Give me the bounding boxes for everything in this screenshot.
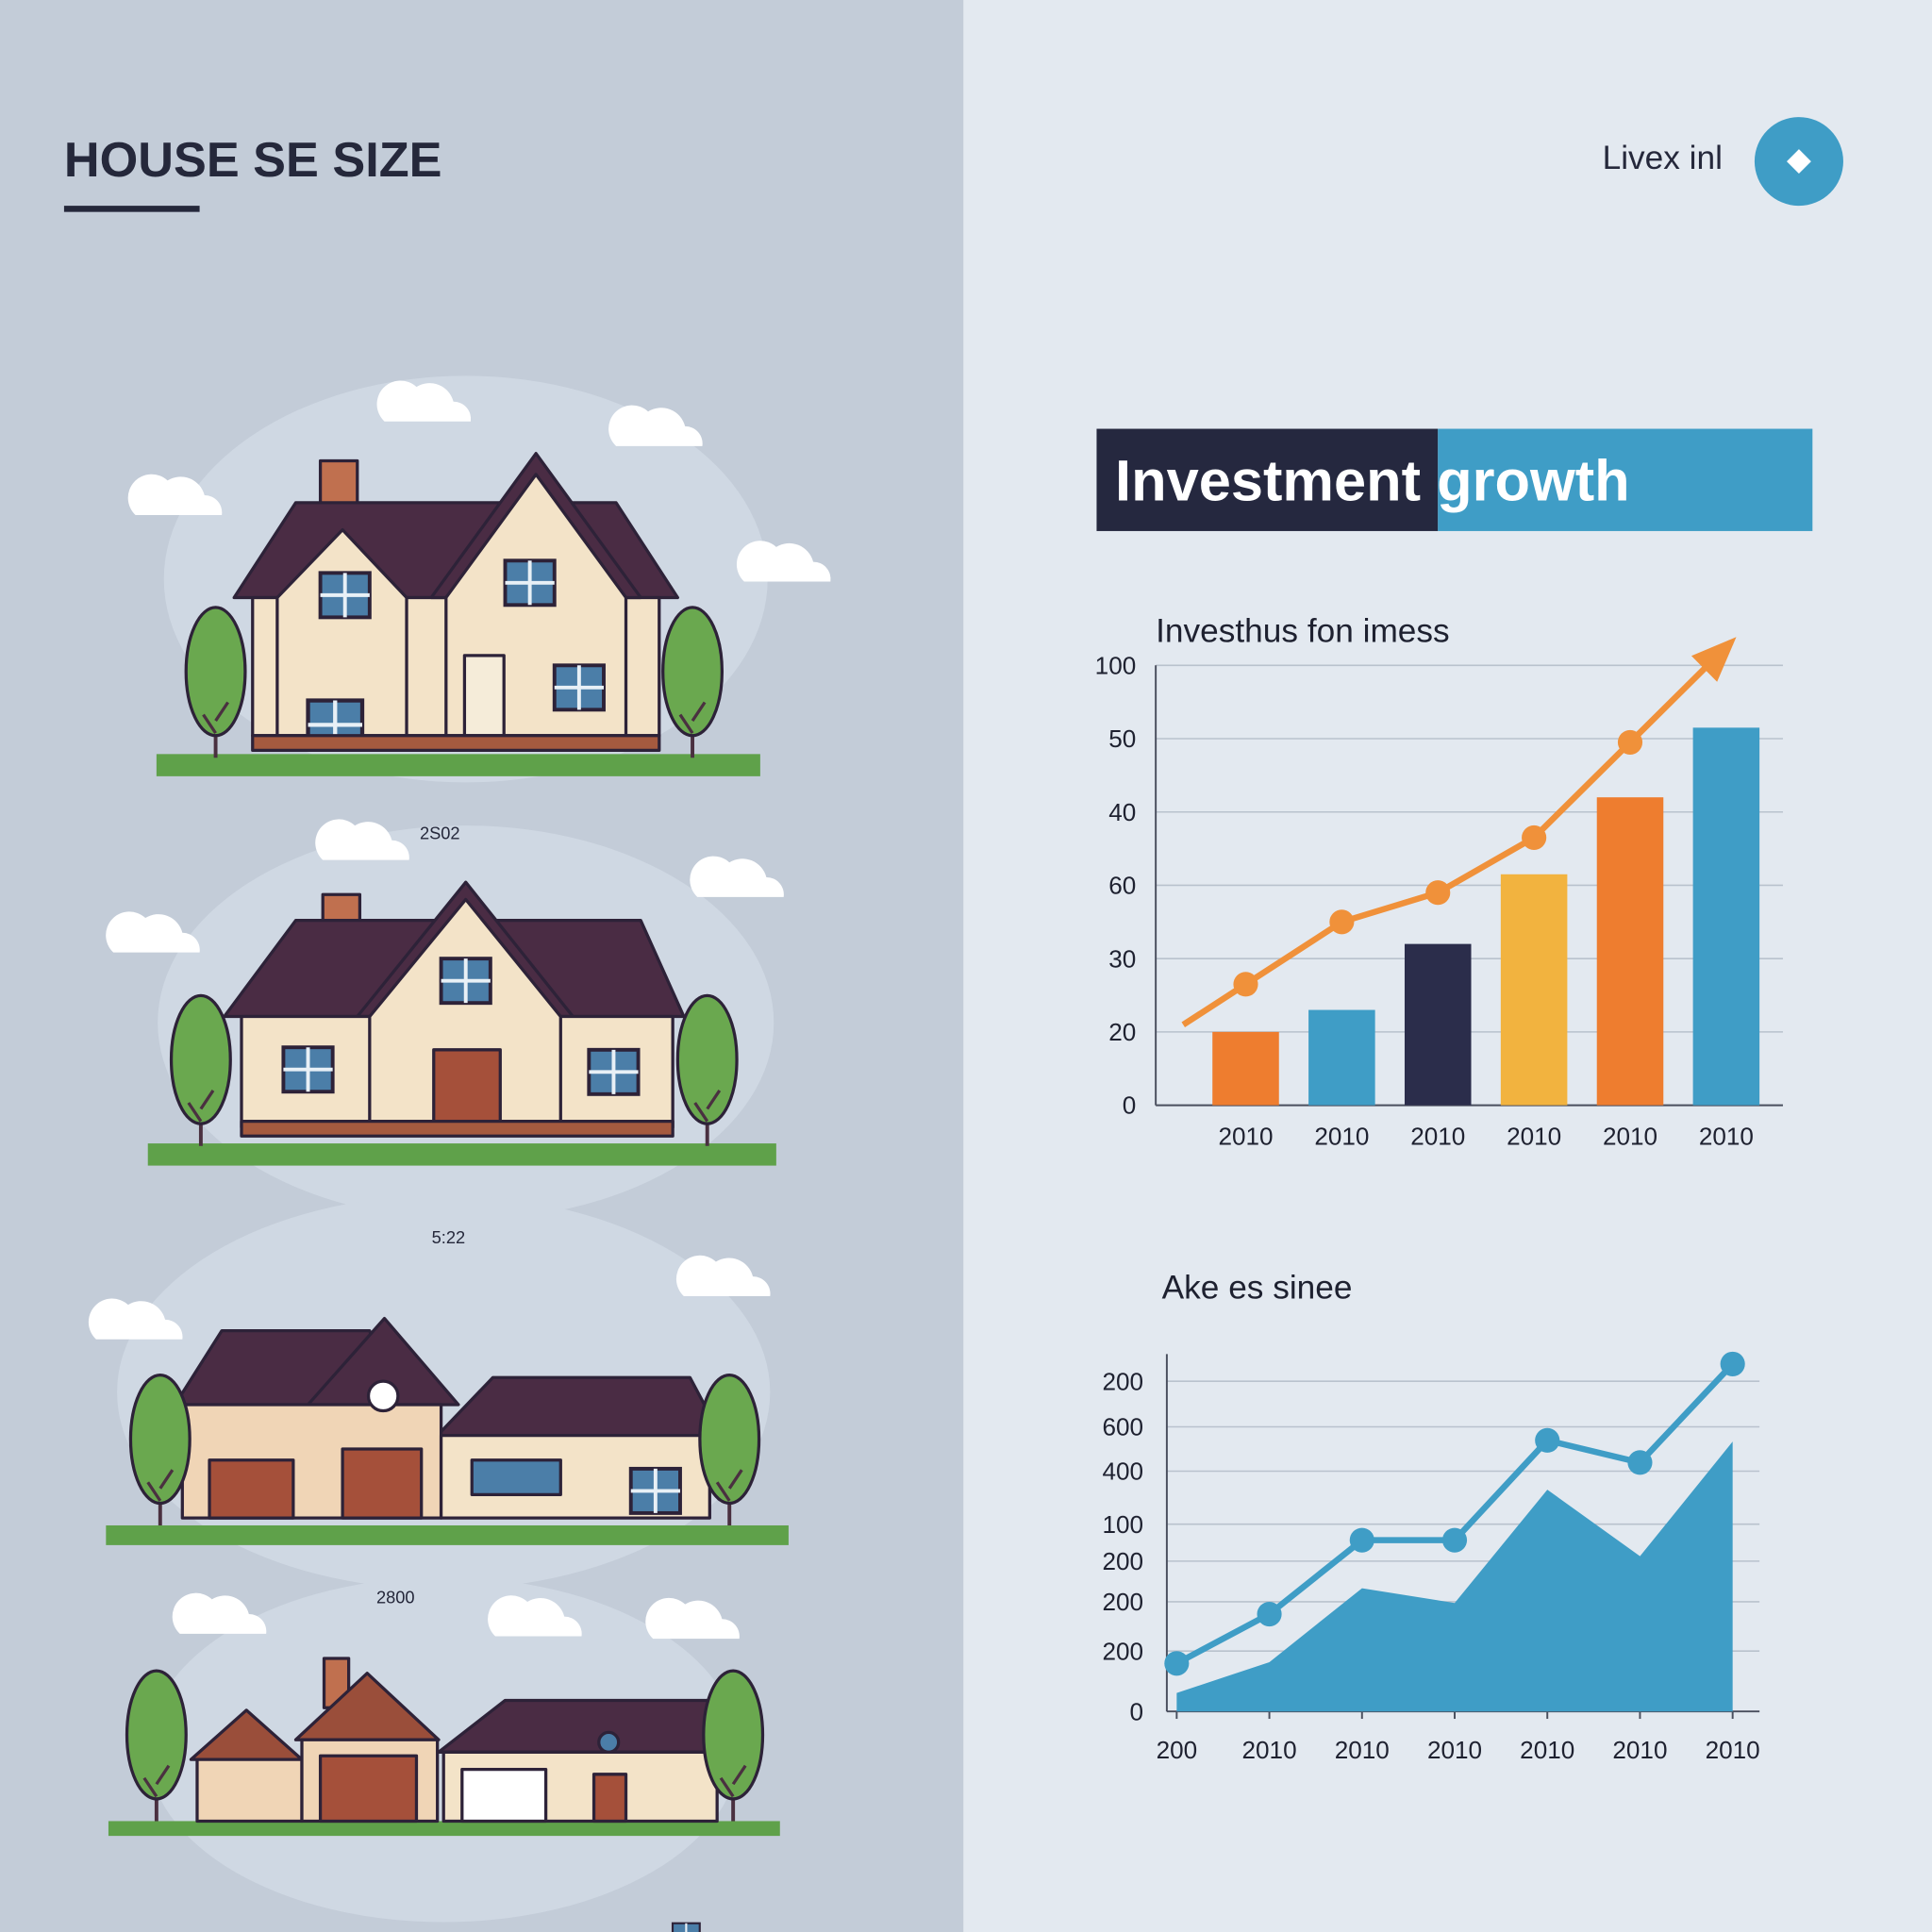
x-tick-label: 200 bbox=[1157, 1736, 1198, 1764]
y-tick-label: 600 bbox=[1103, 1413, 1144, 1441]
line-point bbox=[1164, 1651, 1190, 1676]
y-tick-label: 40 bbox=[1108, 798, 1136, 826]
area bbox=[1176, 1441, 1733, 1712]
x-tick-label: 2010 bbox=[1242, 1736, 1297, 1764]
bar bbox=[1596, 797, 1664, 1106]
line-point bbox=[1441, 1527, 1468, 1553]
y-tick-label: 50 bbox=[1108, 724, 1136, 753]
x-tick-label: 2010 bbox=[1218, 1122, 1273, 1150]
line-point bbox=[1329, 909, 1355, 935]
banner-light bbox=[1438, 428, 1813, 531]
bar bbox=[1212, 1031, 1279, 1106]
line-point bbox=[1617, 729, 1643, 755]
x-tick-label: 2010 bbox=[1507, 1122, 1561, 1150]
bar bbox=[1308, 1009, 1375, 1106]
y-tick-label: 60 bbox=[1108, 872, 1136, 900]
house-label: 2800 bbox=[376, 1587, 415, 1607]
arrow-head bbox=[1690, 637, 1737, 682]
y-tick-label: 100 bbox=[1103, 1510, 1144, 1539]
banner-dark bbox=[1096, 428, 1439, 531]
banner-title: Investment growth bbox=[1115, 448, 1630, 513]
y-tick-label: 200 bbox=[1103, 1367, 1144, 1395]
line-point bbox=[1349, 1527, 1374, 1553]
x-tick-label: 2010 bbox=[1314, 1122, 1369, 1150]
line-point bbox=[1522, 824, 1547, 850]
y-tick-label: 100 bbox=[1095, 651, 1137, 679]
y-tick-label: 0 bbox=[1123, 1091, 1137, 1120]
x-tick-label: 2010 bbox=[1427, 1736, 1482, 1764]
chart-title: Investhus fon imess bbox=[1156, 612, 1450, 649]
line-point bbox=[1257, 1601, 1282, 1627]
x-tick-label: 2010 bbox=[1706, 1736, 1760, 1764]
y-tick-label: 400 bbox=[1103, 1457, 1144, 1486]
y-tick-label: 20 bbox=[1108, 1018, 1136, 1046]
trend-start bbox=[1181, 981, 1248, 1028]
x-tick-label: 2010 bbox=[1520, 1736, 1574, 1764]
x-tick-label: 2010 bbox=[1612, 1736, 1667, 1764]
x-tick-label: 2010 bbox=[1603, 1122, 1657, 1150]
line-point bbox=[1627, 1450, 1653, 1475]
y-tick-label: 200 bbox=[1103, 1637, 1144, 1665]
house-label: 2S02 bbox=[420, 823, 460, 842]
x-tick-label: 2010 bbox=[1410, 1122, 1465, 1150]
bar bbox=[1404, 943, 1472, 1106]
y-tick-label: 200 bbox=[1103, 1547, 1144, 1575]
y-tick-label: 30 bbox=[1108, 944, 1136, 973]
x-tick-label: 2010 bbox=[1335, 1736, 1390, 1764]
chart-title: Ake es sinee bbox=[1162, 1270, 1353, 1307]
title-underline bbox=[63, 206, 200, 212]
house-label: 5:22 bbox=[432, 1227, 466, 1247]
y-tick-label: 200 bbox=[1103, 1588, 1144, 1616]
y-tick-label: 0 bbox=[1130, 1697, 1144, 1725]
page-title: HOUSE SE SIZE bbox=[64, 133, 442, 188]
line-point bbox=[1535, 1427, 1560, 1453]
line-point bbox=[1425, 880, 1451, 906]
house-illustrations bbox=[88, 375, 831, 1932]
bar bbox=[1500, 874, 1568, 1106]
badge-text: Livex inl bbox=[1603, 140, 1723, 176]
line-point bbox=[1720, 1351, 1745, 1376]
bar bbox=[1692, 727, 1760, 1106]
x-tick-label: 2010 bbox=[1699, 1122, 1754, 1150]
line-point bbox=[1233, 972, 1258, 997]
